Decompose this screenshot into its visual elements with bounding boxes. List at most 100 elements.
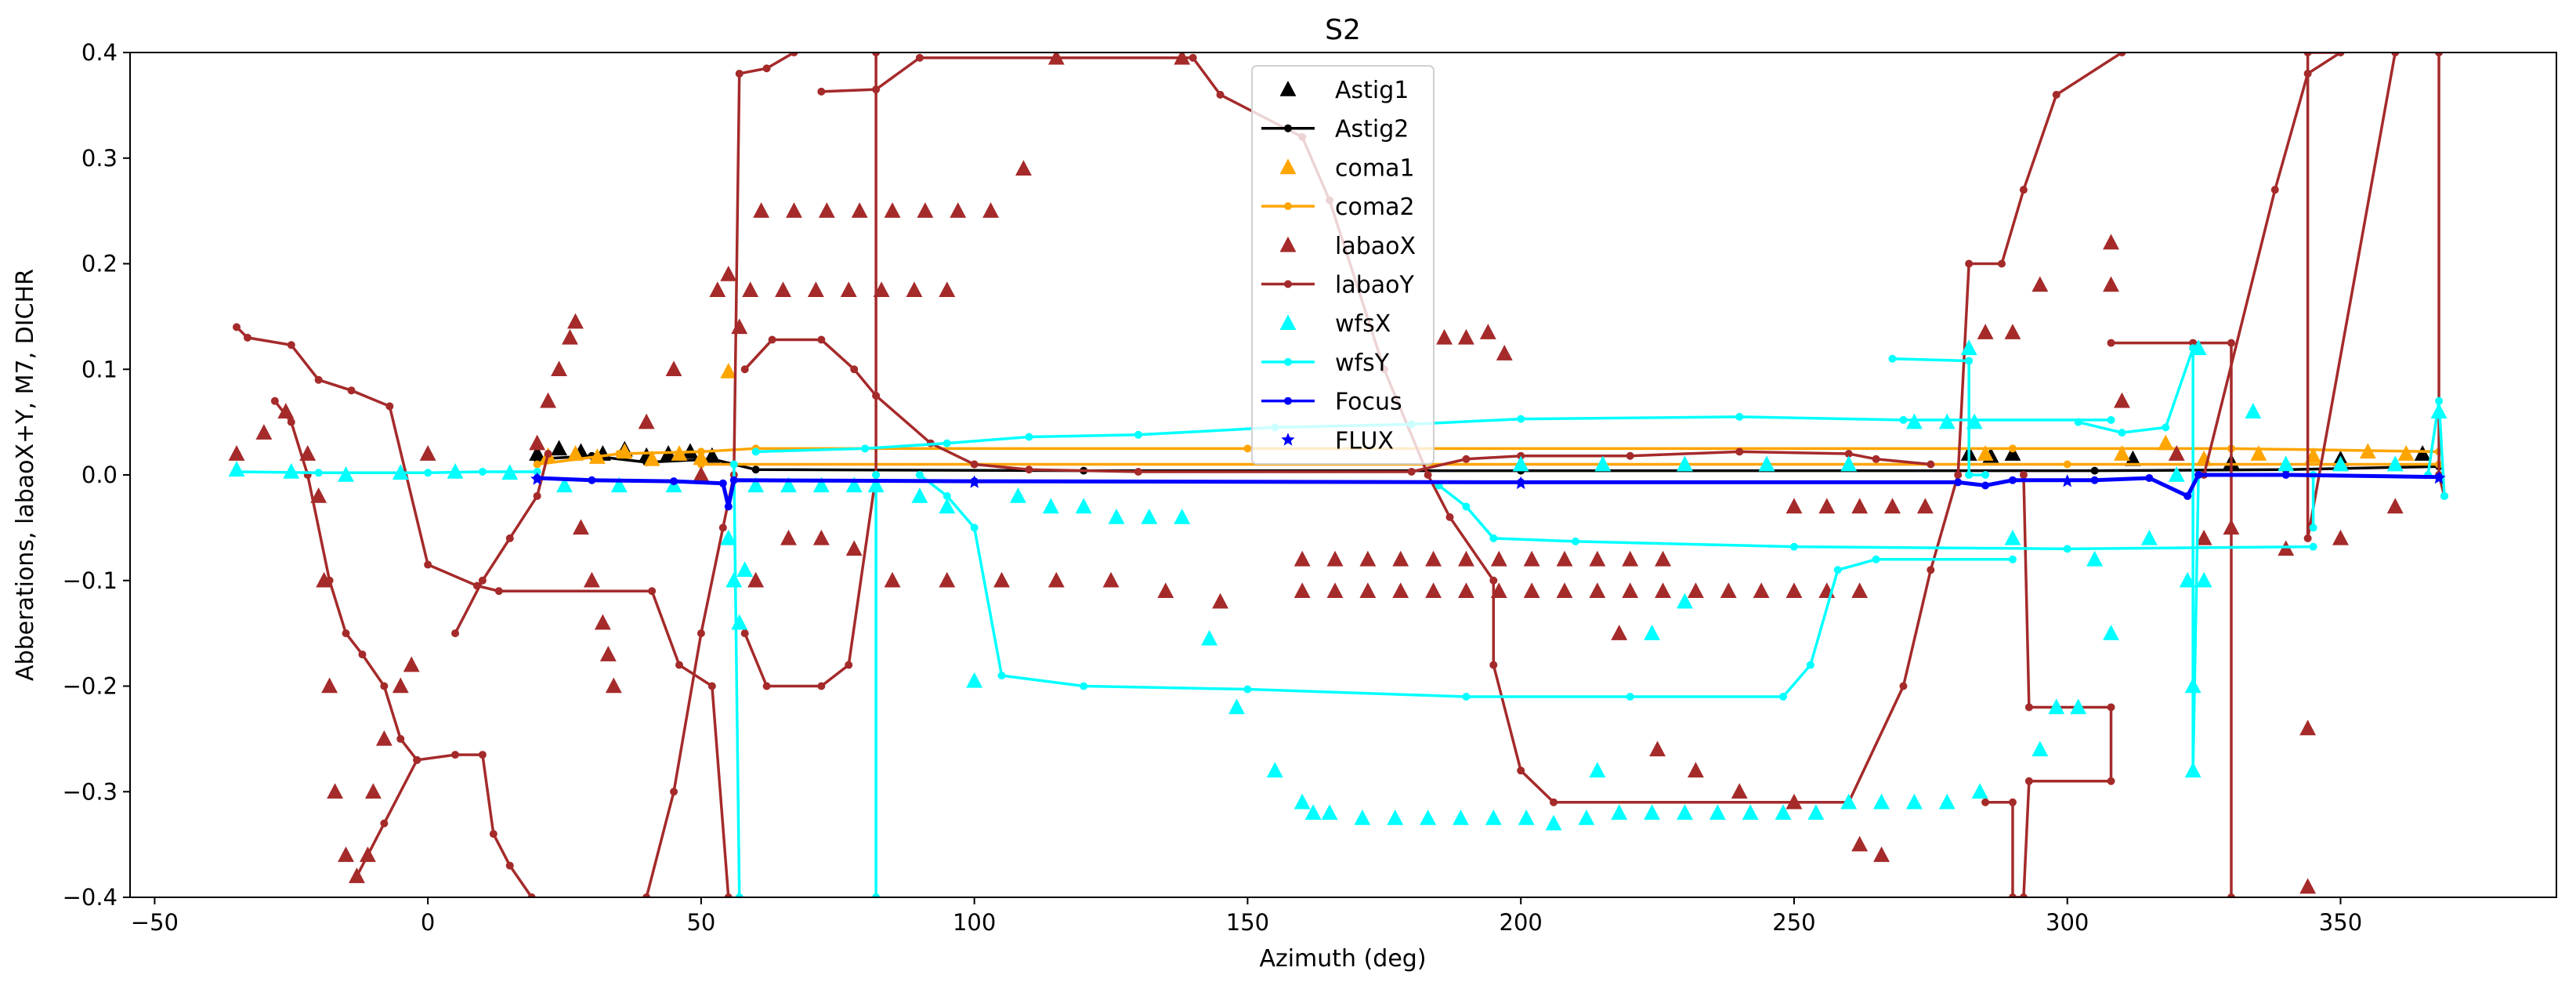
labaoX-point xyxy=(2299,719,2317,736)
labaoX-point xyxy=(884,571,901,588)
chart-title: S2 xyxy=(1325,14,1361,46)
Astig2-point xyxy=(751,466,760,474)
labaoY-line xyxy=(355,753,534,897)
labaoY-point xyxy=(915,53,924,62)
labaoX-point xyxy=(818,202,835,218)
labaoX-point xyxy=(709,281,726,297)
wfsX-point xyxy=(911,487,928,503)
legend-triangle-icon xyxy=(1279,81,1297,96)
FLUX-point xyxy=(968,475,982,488)
labaoY-point xyxy=(287,341,295,350)
legend-star-icon xyxy=(1281,433,1295,446)
labaoX-point xyxy=(939,281,956,297)
labaoX-point xyxy=(1977,324,1994,339)
labaoX-point xyxy=(742,281,759,297)
labaoX-point xyxy=(1785,582,1803,599)
coma2-line xyxy=(537,447,2440,466)
wfsX-point xyxy=(966,672,983,688)
wfsX-point xyxy=(1321,804,1338,820)
labaoY-point xyxy=(740,629,749,638)
labaoY-point xyxy=(670,788,678,796)
y-tick-label: 0.4 xyxy=(81,39,118,66)
wfsY-point xyxy=(533,467,541,476)
Astig1-point xyxy=(529,445,546,461)
wfsX-point xyxy=(1677,592,1693,609)
labaoX-point xyxy=(299,445,317,461)
wfsX-point xyxy=(2168,466,2185,482)
labaoY-point xyxy=(380,819,389,828)
labaoY-point xyxy=(233,323,241,331)
wfsY-point xyxy=(735,893,743,897)
wfsX-point xyxy=(1518,809,1535,825)
ticks: −50 0 50 100 150 200 250 300 350 −0.4 −0.3 −0.2 −0.1… xyxy=(63,39,2363,936)
wfsX-point xyxy=(1709,804,1726,820)
labaoY-point xyxy=(287,418,295,426)
legend-item-Focus: Focus xyxy=(1261,389,1402,416)
wfsX-point xyxy=(2086,550,2104,567)
wfsY-point xyxy=(1462,692,1471,701)
labaoX-point xyxy=(693,466,710,482)
y-tick-label: 0.0 xyxy=(81,462,118,488)
labaoX-point xyxy=(573,519,589,535)
labaoX-point xyxy=(583,571,600,588)
wfsX-point xyxy=(1905,793,1923,810)
series-FLUX xyxy=(530,471,2446,490)
labaoX-point xyxy=(375,730,393,746)
labaoY-point xyxy=(872,53,881,56)
wfsY-point xyxy=(2107,415,2115,424)
wfsX-point xyxy=(720,529,737,545)
labaoY-point xyxy=(1462,455,1471,463)
labaoX-point xyxy=(551,360,568,377)
labaoX-point xyxy=(540,392,557,408)
wfsX-point xyxy=(1293,793,1311,810)
labaoY-point xyxy=(648,587,657,596)
wfsY-point xyxy=(2074,418,2082,426)
labaoY-point xyxy=(505,534,514,542)
labaoY-point xyxy=(2107,777,2115,785)
labaoY-line xyxy=(743,53,877,688)
wfsX-point xyxy=(2004,529,2021,545)
legend-item-wfsX: wfsX xyxy=(1279,310,1391,338)
x-tick-label: 350 xyxy=(2319,909,2362,936)
labaoY-point xyxy=(424,560,432,569)
labaoX-point xyxy=(1687,582,1704,599)
wfsY-point xyxy=(1806,661,1814,669)
labaoX-point xyxy=(753,202,770,218)
Focus-point xyxy=(2145,474,2154,483)
labaoY-point xyxy=(1844,450,1853,458)
wfsY-point xyxy=(424,469,432,477)
labaoY-point xyxy=(451,629,460,638)
wfsX-point xyxy=(1354,809,1371,825)
labaoX-point xyxy=(419,445,436,461)
labaoX-point xyxy=(939,571,956,588)
Astig2-line xyxy=(537,454,2440,473)
labaoY-point xyxy=(342,629,350,638)
labaoY-point xyxy=(413,755,421,764)
x-tick-label: −50 xyxy=(131,909,179,936)
labaoX-point xyxy=(1720,582,1737,599)
labaoX-point xyxy=(392,677,409,694)
wfsY-point xyxy=(2189,344,2198,353)
labaoY-point xyxy=(533,491,541,500)
x-tick-label: 300 xyxy=(2046,909,2089,936)
labaoX-point xyxy=(1359,582,1377,599)
x-tick-label: 150 xyxy=(1226,909,1269,936)
labaoY-point xyxy=(1407,467,1416,476)
labaoY-point xyxy=(1489,661,1498,669)
wfsX-point xyxy=(1677,455,1693,472)
labaoY-point xyxy=(817,682,826,690)
labaoX-point xyxy=(1392,582,1409,599)
wfsX-point xyxy=(1228,698,1245,715)
labaoY-point xyxy=(2303,53,2312,56)
labaoY-point xyxy=(1998,259,2006,268)
labaoY-point xyxy=(675,661,684,669)
labaoX-point xyxy=(1785,498,1803,514)
wfsY-point xyxy=(233,467,241,476)
legend-item-FLUX: FLUX xyxy=(1281,427,1394,455)
series-labaoY xyxy=(233,53,2449,897)
labaoY-point xyxy=(2019,471,2028,479)
labaoX-point xyxy=(2195,529,2212,545)
labaoY-point xyxy=(1445,513,1454,521)
labaoY-point xyxy=(735,69,743,78)
